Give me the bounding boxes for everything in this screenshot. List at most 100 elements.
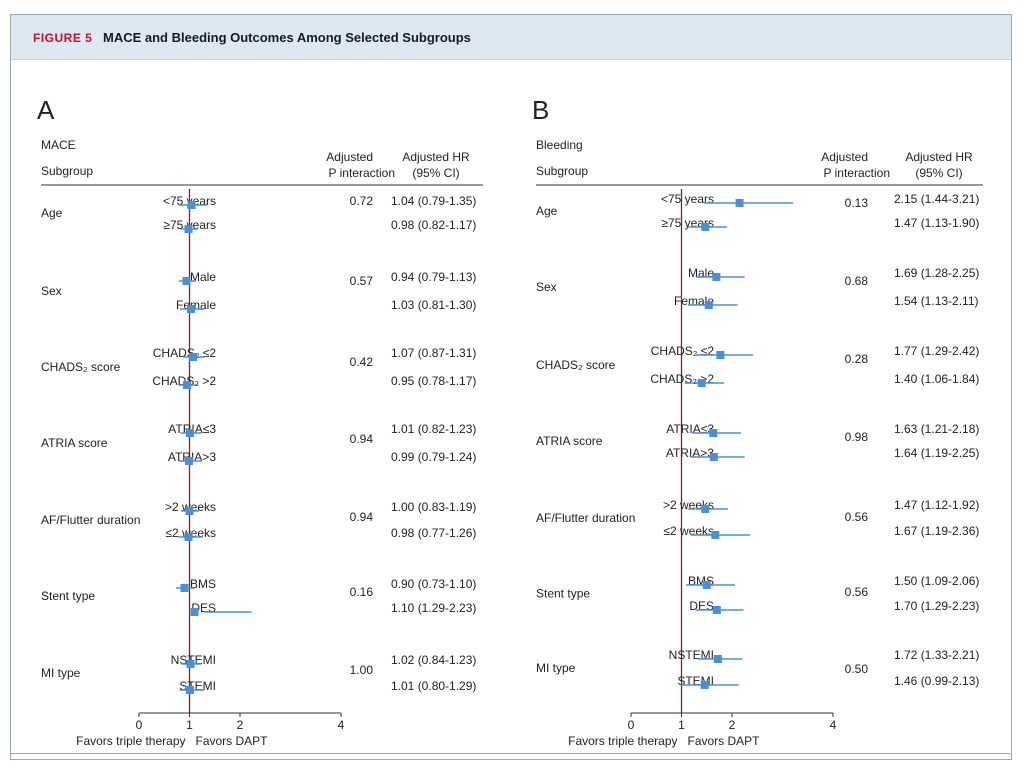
hr-marker <box>187 305 196 313</box>
p-interaction-value: 0.13 <box>845 196 869 210</box>
subgroup-name: Stent type <box>41 589 95 603</box>
subgroup-header: Subgroup <box>41 164 93 178</box>
subgroup-name: ATRIA score <box>536 434 603 448</box>
hr-marker <box>704 301 713 309</box>
x-tick-label: 2 <box>237 718 244 732</box>
row-label: CHADS₂ ≤2 <box>651 344 715 358</box>
p-interaction-header: Adjusted <box>326 150 373 164</box>
subgroup-name: Age <box>536 204 558 218</box>
hr-header: Adjusted HR <box>905 150 973 164</box>
hr-ci-text: 1.77 (1.29-2.42) <box>894 344 979 358</box>
outcome-label: Bleeding <box>536 138 583 152</box>
p-interaction-value: 0.94 <box>350 432 374 446</box>
hr-ci-text: 0.98 (0.77-1.26) <box>391 526 476 540</box>
row-label: <75 years <box>661 192 714 206</box>
p-interaction-value: 0.72 <box>350 194 374 208</box>
hr-marker <box>185 507 194 515</box>
p-interaction-value: 0.98 <box>845 430 869 444</box>
hr-marker <box>186 660 195 668</box>
p-interaction-value: 0.50 <box>845 662 869 676</box>
p-interaction-value: 0.94 <box>350 510 374 524</box>
figure-title: MACE and Bleeding Outcomes Among Selecte… <box>103 30 471 45</box>
hr-marker <box>700 681 709 689</box>
hr-ci-text: 0.95 (0.78-1.17) <box>391 374 476 388</box>
p-interaction-header: P interaction <box>824 166 891 180</box>
outcome-label: MACE <box>41 138 76 152</box>
subgroup-name: CHADS₂ score <box>536 358 616 372</box>
subgroup-name: AF/Flutter duration <box>41 513 140 527</box>
hr-marker <box>716 351 725 359</box>
hr-marker <box>187 201 196 209</box>
x-tick-label: 4 <box>830 718 837 732</box>
hr-marker <box>189 353 198 361</box>
p-interaction-value: 0.56 <box>845 510 869 524</box>
subgroup-name: Sex <box>41 284 62 298</box>
hr-marker <box>709 453 718 461</box>
favors-right-label: Favors DAPT <box>196 734 269 748</box>
hr-ci-text: 1.46 (0.99-2.13) <box>894 674 979 688</box>
x-tick-label: 2 <box>729 718 736 732</box>
x-tick-label: 0 <box>628 718 635 732</box>
favors-right-label: Favors DAPT <box>688 734 761 748</box>
p-interaction-value: 0.56 <box>845 585 869 599</box>
bottom-rule <box>11 753 1011 754</box>
hr-ci-text: 1.47 (1.12-1.92) <box>894 498 979 512</box>
hr-ci-text: 1.47 (1.13-1.90) <box>894 216 979 230</box>
p-interaction-value: 0.16 <box>350 585 374 599</box>
row-label: Male <box>688 266 714 280</box>
x-tick-label: 4 <box>338 718 345 732</box>
hr-marker <box>190 608 199 616</box>
hr-ci-text: 1.69 (1.28-2.25) <box>894 266 979 280</box>
row-label: CHADS₂ ≤2 <box>153 346 217 360</box>
hr-marker <box>713 655 722 663</box>
row-label: NSTEMI <box>669 648 714 662</box>
favors-left-label: Favors triple therapy <box>568 734 677 748</box>
row-label: DES <box>689 599 714 613</box>
subgroup-name: AF/Flutter duration <box>536 511 635 525</box>
hr-marker <box>184 225 193 233</box>
hr-marker <box>184 457 193 465</box>
hr-ci-text: 1.40 (1.06-1.84) <box>894 372 979 386</box>
p-interaction-value: 0.68 <box>845 274 869 288</box>
hr-marker <box>184 533 193 541</box>
p-interaction-header: P interaction <box>329 166 396 180</box>
hr-ci-text: 1.07 (0.87-1.31) <box>391 346 476 360</box>
hr-ci-text: 1.03 (0.81-1.30) <box>391 298 476 312</box>
x-tick-label: 1 <box>186 718 193 732</box>
hr-ci-text: 1.10 (1.29-2.23) <box>391 601 476 615</box>
hr-ci-text: 1.63 (1.21-2.18) <box>894 422 979 436</box>
hr-marker <box>180 584 189 592</box>
p-interaction-header: Adjusted <box>821 150 868 164</box>
row-label: ATRIA>3 <box>666 446 714 460</box>
hr-ci-text: 0.94 (0.79-1.13) <box>391 270 476 284</box>
figure-frame: FIGURE 5 MACE and Bleeding Outcomes Amon… <box>10 14 1012 760</box>
row-label: ATRIA≤3 <box>666 422 714 436</box>
hr-marker <box>702 581 711 589</box>
x-tick-label: 0 <box>136 718 143 732</box>
hr-marker <box>712 273 721 281</box>
subgroup-name: MI type <box>536 661 576 675</box>
hr-ci-text: 2.15 (1.44-3.21) <box>894 192 979 206</box>
hr-marker <box>735 199 744 207</box>
hr-marker <box>186 429 195 437</box>
figure-header: FIGURE 5 MACE and Bleeding Outcomes Amon… <box>11 15 1011 60</box>
p-interaction-value: 0.28 <box>845 352 869 366</box>
p-interaction-value: 0.42 <box>350 355 374 369</box>
hr-ci-text: 1.64 (1.19-2.25) <box>894 446 979 460</box>
row-label: Male <box>190 270 216 284</box>
hr-marker <box>186 686 195 694</box>
p-interaction-value: 1.00 <box>350 663 374 677</box>
figure-label: FIGURE 5 <box>33 31 93 45</box>
panel-letter: B <box>532 95 549 125</box>
hr-marker <box>701 223 710 231</box>
forest-plots: A MACE Subgroup Adjusted P interaction Adjust… <box>37 95 983 748</box>
hr-ci-text: 1.02 (0.84-1.23) <box>391 653 476 667</box>
favors-left-label: Favors triple therapy <box>76 734 185 748</box>
row-label: ≤2 weeks <box>663 524 714 538</box>
hr-header: (95% CI) <box>412 166 459 180</box>
hr-marker <box>182 381 191 389</box>
hr-header: (95% CI) <box>915 166 962 180</box>
hr-ci-text: 1.67 (1.19-2.36) <box>894 524 979 538</box>
row-label: Female <box>176 298 216 312</box>
hr-ci-text: 1.00 (0.83-1.19) <box>391 500 476 514</box>
